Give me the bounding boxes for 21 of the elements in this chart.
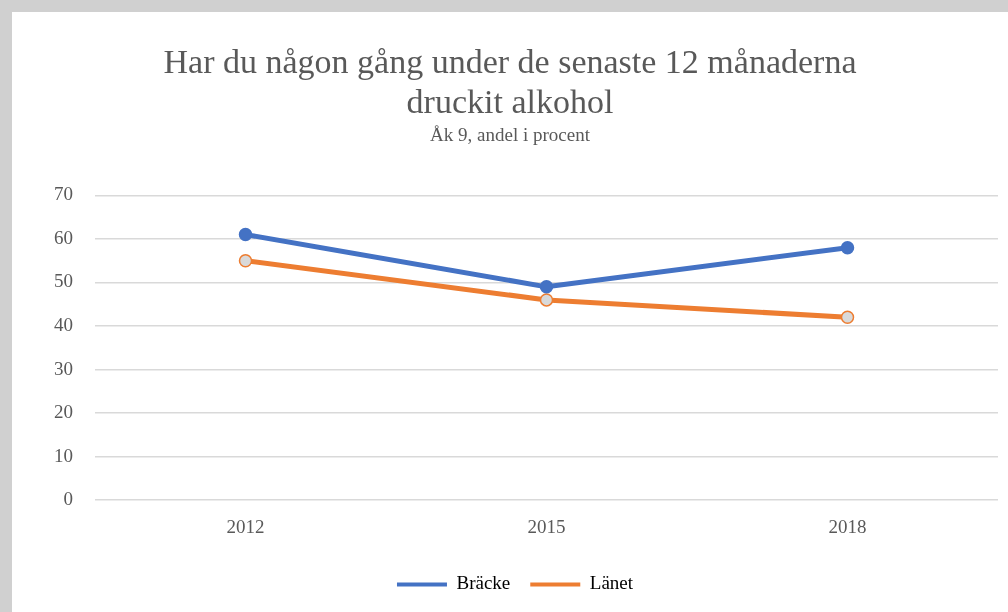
- x-tick-label: 2018: [828, 515, 867, 537]
- chart-subtitle: Åk 9, andel i procent: [429, 124, 591, 146]
- y-tick-label: 0: [63, 488, 73, 510]
- legend-label: Länet: [589, 572, 634, 594]
- x-tick-label: 2012: [226, 515, 265, 537]
- y-tick-label: 60: [54, 226, 73, 248]
- point: [539, 293, 554, 307]
- chart-title: Har du någon gång under de senaste 12 månaderna druckit alkohol: [162, 42, 858, 122]
- y-tick-label: 70: [54, 183, 73, 205]
- point: [840, 240, 855, 255]
- y-tick-label: 50: [54, 270, 73, 292]
- y-tick-label: 30: [54, 357, 73, 379]
- point: [539, 280, 554, 294]
- point: [238, 253, 253, 268]
- x-tick-label: 2015: [527, 515, 566, 537]
- legend-label: Bräcke: [456, 572, 511, 594]
- y-tick-label: 20: [54, 401, 73, 423]
- y-tick-label: 10: [54, 444, 73, 466]
- point: [840, 310, 855, 325]
- point: [238, 227, 253, 242]
- y-tick-label: 40: [54, 314, 73, 336]
